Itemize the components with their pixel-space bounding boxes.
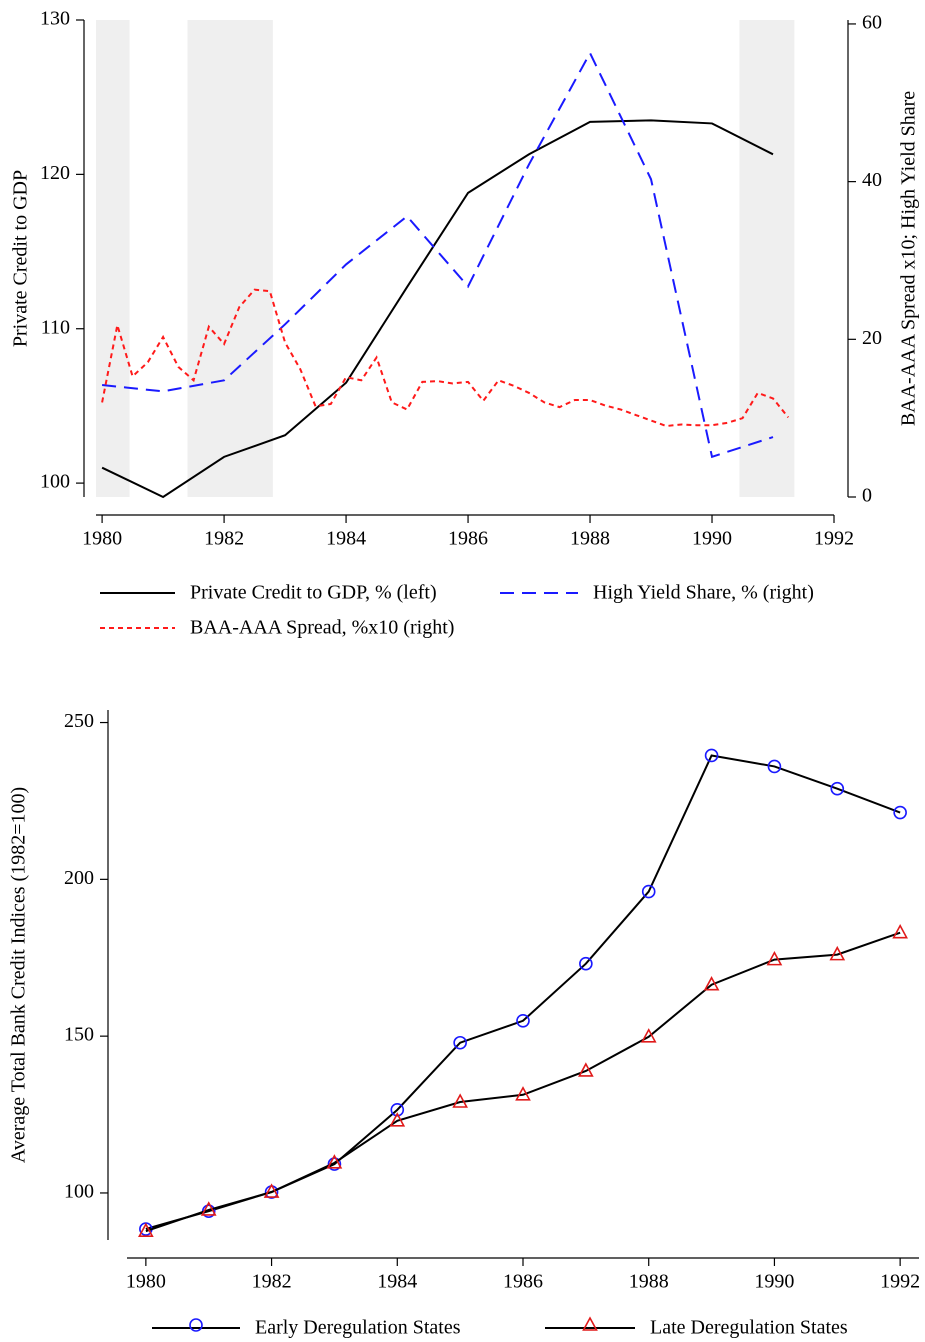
x-tick-label: 1992: [880, 1271, 920, 1293]
series-line: [145, 754, 901, 1230]
marker: [326, 1154, 343, 1169]
marker: [640, 1028, 657, 1043]
marker: [516, 1013, 530, 1028]
y-tick-label: 250: [64, 710, 94, 732]
y2-axis-title: BAA-AAA Spread x10; High Yield Share: [898, 91, 920, 426]
y2-tick-label: 60: [862, 12, 882, 34]
legend-label: BAA-AAA Spread, %x10 (right): [190, 617, 454, 639]
y2-tick-label: 0: [862, 485, 872, 507]
marker: [704, 748, 719, 763]
x-tick-label: 1986: [448, 528, 488, 550]
series-line: [101, 119, 774, 499]
marker: [189, 1318, 203, 1332]
x-tick-label: 1992: [814, 528, 854, 550]
y-tick-label: 150: [64, 1024, 94, 1046]
x-tick-label: 1984: [377, 1271, 417, 1293]
marker: [766, 950, 783, 966]
marker: [389, 1112, 406, 1127]
marker: [703, 976, 720, 991]
y-tick-label: 120: [40, 162, 70, 184]
marker: [138, 1222, 154, 1238]
series-line: [101, 50, 774, 459]
recession-band: [739, 20, 795, 497]
x-tick-label: 1980: [82, 528, 122, 550]
marker: [327, 1157, 342, 1171]
y-tick-label: 100: [40, 471, 70, 493]
series-line: [145, 931, 901, 1233]
marker: [579, 956, 593, 971]
marker: [892, 923, 908, 939]
y-axis-title: Average Total Bank Credit Indices (1982=…: [8, 787, 30, 1163]
marker: [200, 1201, 217, 1216]
y-tick-label: 100: [64, 1181, 94, 1203]
marker: [582, 1316, 598, 1331]
x-tick-label: 1990: [754, 1271, 794, 1293]
marker: [452, 1093, 468, 1108]
legend-label: Late Deregulation States: [650, 1317, 848, 1339]
y2-tick-label: 20: [862, 327, 882, 349]
marker: [515, 1086, 531, 1101]
marker: [578, 1062, 594, 1077]
x-tick-label: 1986: [503, 1271, 543, 1293]
marker: [390, 1103, 405, 1117]
y2-tick-label: 40: [862, 169, 882, 191]
legend-label: Private Credit to GDP, % (left): [190, 582, 437, 604]
x-tick-label: 1982: [204, 528, 244, 550]
marker: [830, 781, 845, 796]
marker: [829, 945, 846, 961]
x-tick-label: 1982: [252, 1271, 292, 1293]
marker: [893, 805, 907, 820]
marker: [641, 884, 656, 899]
x-tick-label: 1990: [692, 528, 732, 550]
x-tick-label: 1980: [126, 1271, 166, 1293]
y-axis-title: Private Credit to GDP: [10, 170, 32, 347]
legend-label: High Yield Share, % (right): [593, 582, 814, 604]
y-tick-label: 110: [41, 316, 70, 338]
recession-band: [187, 20, 273, 497]
legend-label: Early Deregulation States: [255, 1317, 461, 1339]
x-tick-label: 1988: [629, 1271, 669, 1293]
marker: [263, 1183, 280, 1198]
y-tick-label: 130: [40, 8, 70, 30]
y-tick-label: 200: [64, 867, 94, 889]
recession-band: [96, 20, 130, 497]
marker: [453, 1035, 467, 1050]
marker: [767, 759, 782, 774]
x-tick-label: 1988: [570, 528, 610, 550]
x-tick-label: 1984: [326, 528, 366, 550]
